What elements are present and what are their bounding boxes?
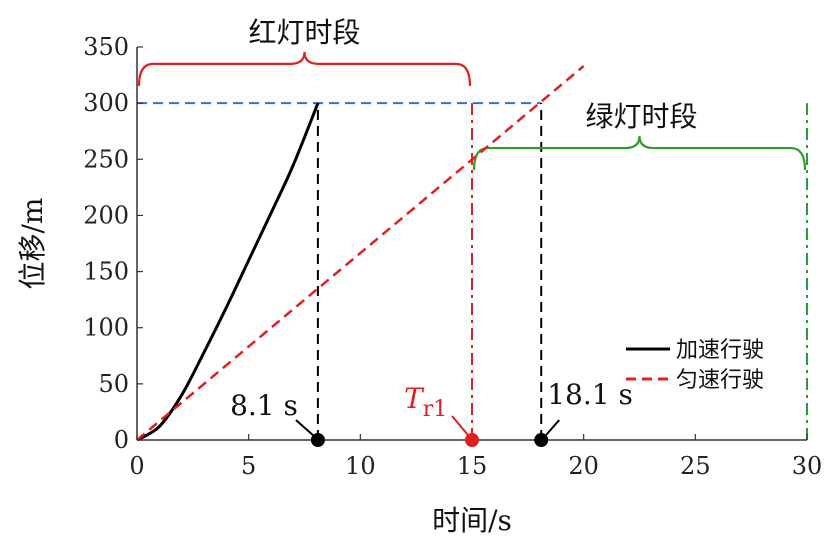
y-tick-label: 100	[83, 314, 129, 342]
y-tick-label: 200	[83, 201, 129, 229]
series-line	[136, 65, 585, 441]
y-axis-title: 位移/m	[16, 198, 49, 290]
tr1-label: Tr1	[404, 382, 447, 422]
legend-entry-label: 匀速行驶	[676, 368, 764, 393]
x-tick-label: 10	[345, 452, 376, 480]
x-tick-label: 20	[568, 452, 599, 480]
time-marker-dot	[465, 433, 479, 447]
y-tick-label: 0	[114, 426, 129, 454]
time-marker-dot	[534, 433, 549, 447]
x-axis-title: 时间/s	[432, 504, 512, 537]
green-light-period-label: 绿灯时段	[585, 100, 697, 133]
x-tick-label: 5	[241, 452, 256, 480]
x-tick-label: 0	[129, 452, 144, 480]
red-light-period-label: 红灯时段	[248, 16, 360, 49]
marker-leader-line	[544, 419, 560, 437]
y-tick-label: 150	[83, 258, 129, 286]
legend-entry-label: 加速行驶	[676, 338, 764, 363]
marker-leader-line	[451, 415, 469, 436]
x-tick-label: 15	[457, 452, 488, 480]
y-tick-label: 300	[83, 89, 129, 117]
time-marker-dot	[310, 433, 325, 447]
x-tick-label: 25	[680, 452, 711, 480]
y-tick-label: 250	[83, 145, 129, 173]
y-tick-label: 350	[83, 33, 129, 61]
y-tick-label: 50	[98, 370, 129, 398]
time-marker-label: 8.1 s	[230, 389, 298, 422]
period-brace	[472, 135, 807, 171]
x-tick-label: 30	[792, 452, 823, 480]
tr1-label-subscript: r1	[423, 397, 448, 422]
marker-leader-line	[295, 419, 315, 437]
period-brace	[137, 51, 472, 86]
time-marker-label: 18.1 s	[547, 378, 633, 411]
series-line	[136, 102, 320, 442]
